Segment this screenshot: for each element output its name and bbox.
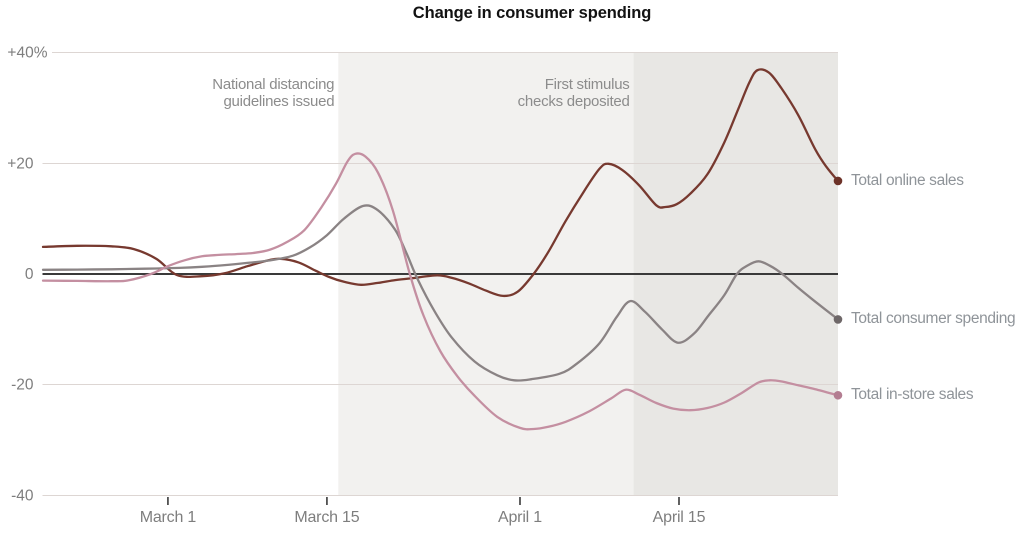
chart-title: Change in consumer spending: [412, 4, 652, 22]
series-label-total-consumer-spending: Total consumer spending: [851, 310, 1016, 328]
x-axis-label-april-1: April 1: [498, 509, 542, 526]
y-axis-label--20: +20: [7, 156, 34, 173]
x-axis-label-march-1: March 1: [140, 509, 197, 526]
annotation-line: First stimulus: [544, 76, 630, 93]
y-axis-label--40-: +40%: [7, 45, 47, 62]
y-axis-label-0: 0: [25, 266, 34, 283]
series-line-total-online-sales: [41, 68, 840, 298]
series-end-dot-total-consumer-spending: [833, 315, 843, 324]
y-axis-label--20: -20: [11, 377, 34, 394]
series-end-dot-total-online-sales: [833, 176, 843, 186]
annotation-line: checks deposited: [517, 92, 630, 110]
series-line-total-consumer-spending: [41, 204, 840, 382]
annotation-line: National distancing: [212, 76, 335, 93]
annotation-first-stimulus: First stimulus checks deposited: [0, 76, 630, 111]
y-axis-label--40: -40: [11, 488, 34, 505]
annotation-national-distancing: National distancing guidelines issued: [0, 76, 335, 111]
annotation-line: guidelines issued: [223, 92, 335, 110]
series-label-total-online-sales: Total online sales: [851, 171, 964, 189]
x-axis-label-march-15: March 15: [294, 509, 359, 526]
series-label-total-in-store-sales: Total in-store sales: [851, 386, 974, 404]
series-end-dot-total-in-store-sales: [833, 390, 843, 400]
x-axis-label-april-15: April 15: [653, 509, 706, 526]
series-line-total-in-store-sales: [41, 152, 840, 431]
